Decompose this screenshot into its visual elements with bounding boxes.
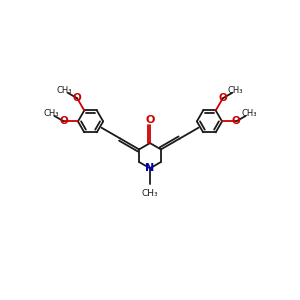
Text: CH₃: CH₃ [241,110,257,118]
Text: O: O [59,116,68,126]
Text: O: O [232,116,241,126]
Text: CH₃: CH₃ [43,110,59,118]
Text: CH₃: CH₃ [142,188,158,197]
Text: O: O [145,115,155,124]
Text: CH₃: CH₃ [228,86,243,95]
Text: N: N [146,163,154,173]
Text: O: O [73,93,82,103]
Text: CH₃: CH₃ [57,86,72,95]
Text: O: O [218,93,227,103]
